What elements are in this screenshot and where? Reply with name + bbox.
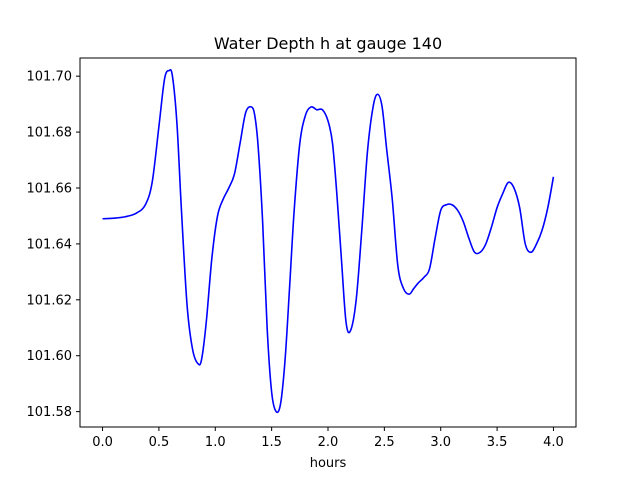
y-tick-label: 101.70: [27, 70, 73, 85]
x-tick-label: 3.5: [487, 435, 508, 450]
x-tick-label: 2.5: [374, 435, 395, 450]
x-axis-label: hours: [310, 456, 347, 471]
y-tick-label: 101.58: [27, 405, 73, 420]
series-line-0: [102, 69, 555, 414]
x-tick-label: 2.0: [318, 435, 339, 450]
y-tick-label: 101.68: [27, 126, 73, 141]
y-tick-label: 101.60: [27, 349, 73, 364]
x-tick-label: 1.0: [205, 435, 226, 450]
plot-area: 0.0 0.5 1.0 1.5 2.0 2.5 3.0 3.5 4.0 101.58 101.60 1…: [27, 57, 577, 450]
y-tick-label: 101.66: [27, 181, 73, 196]
x-tick-label: 0.0: [92, 435, 113, 450]
x-tick-label: 0.5: [149, 435, 170, 450]
y-tick-label: 101.64: [27, 237, 73, 252]
x-tick-label: 3.0: [430, 435, 451, 450]
chart-title: Water Depth h at gauge 140: [214, 34, 442, 53]
x-tick-label: 4.0: [543, 435, 564, 450]
y-tick-label: 101.62: [27, 293, 73, 308]
x-tick-label: 1.5: [261, 435, 282, 450]
